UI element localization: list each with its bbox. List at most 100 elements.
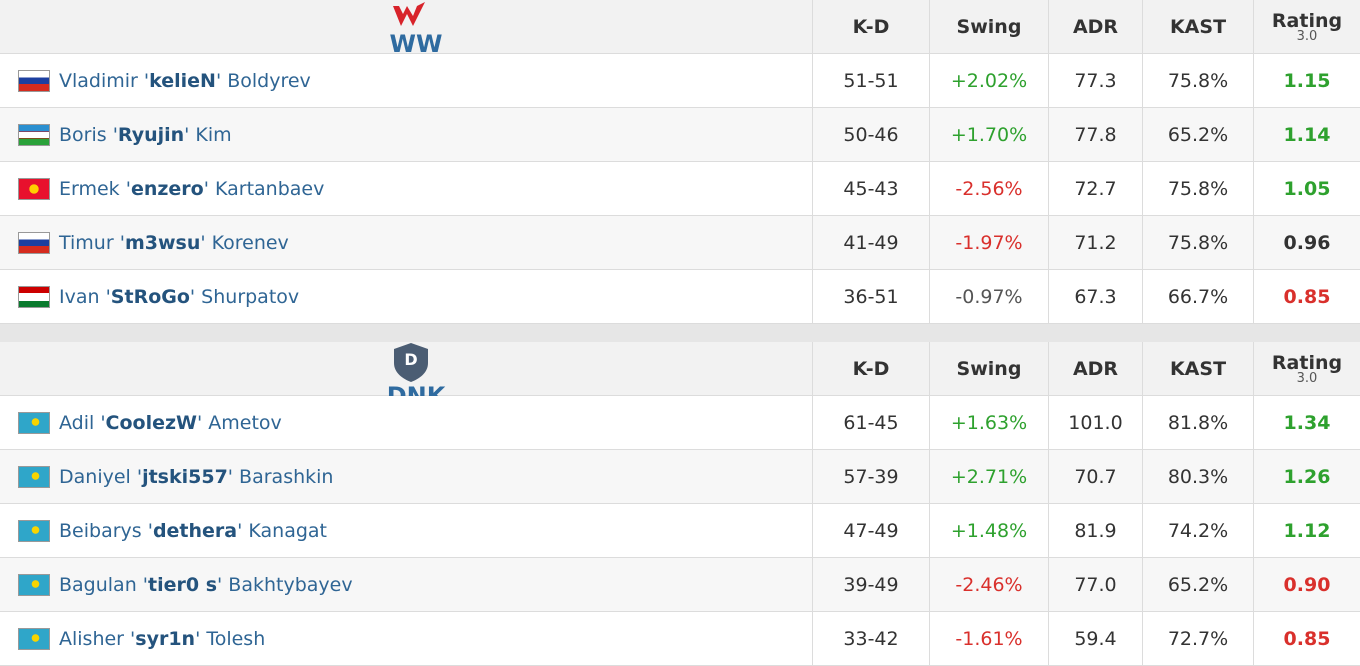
kast: 72.7%: [1167, 627, 1229, 650]
flag: [18, 519, 50, 542]
kd: 47-49: [843, 519, 899, 542]
rating-cell: 1.26: [1253, 450, 1360, 503]
column-title: Swing: [956, 357, 1022, 380]
player-nick: jtski557: [142, 465, 228, 488]
swing-cell: +2.02%: [929, 54, 1048, 107]
kast: 65.2%: [1167, 573, 1229, 596]
logo-part: [393, 2, 425, 26]
name-first: Boris ': [59, 123, 118, 146]
kast-cell: 75.8%: [1142, 54, 1253, 107]
column-title: Swing: [956, 15, 1022, 38]
swing: -2.56%: [955, 177, 1023, 200]
kd-cell: 39-49: [812, 558, 929, 611]
player-cell: Beibarys 'dethera' Kanagat: [0, 504, 812, 557]
column-title: K-D: [852, 15, 890, 38]
name-first: Ermek ': [59, 177, 131, 200]
kast: 65.2%: [1167, 123, 1229, 146]
player-row: Vladimir 'kelieN' Boldyrev 51-51 +2.02% 77.…: [0, 54, 1360, 108]
kast: 80.3%: [1167, 465, 1229, 488]
kd: 61-45: [843, 411, 899, 434]
rating-cell: 0.90: [1253, 558, 1360, 611]
adr: 77.0: [1074, 573, 1117, 596]
column-title: Rating: [1271, 351, 1343, 374]
flag: [18, 411, 50, 434]
team-header: WW K-D Swing ADR KAST Rating 3.0: [0, 0, 1360, 58]
player-name: Ermek 'enzero' Kartanbaev: [59, 178, 324, 200]
swing-cell: -0.97%: [929, 270, 1048, 323]
rating: 1.12: [1283, 519, 1331, 542]
player-cell: Alisher 'syr1n' Tolesh: [0, 612, 812, 665]
flag: [18, 573, 50, 596]
kast-cell: 66.7%: [1142, 270, 1253, 323]
rating: 1.26: [1283, 465, 1331, 488]
flag: [18, 177, 50, 200]
adr-cell: 59.4: [1048, 612, 1142, 665]
adr: 71.2: [1074, 231, 1117, 254]
name-last: ' Korenev: [200, 231, 289, 254]
kast: 74.2%: [1167, 519, 1229, 542]
name-first: Beibarys ': [59, 519, 153, 542]
adr-cell: 101.0: [1048, 396, 1142, 449]
player-row: Timur 'm3wsu' Korenev 41-49 -1.97% 71.2 75.8…: [0, 216, 1360, 270]
kast: 66.7%: [1167, 285, 1229, 308]
rating: 1.05: [1283, 177, 1331, 200]
swing: -2.46%: [955, 573, 1023, 596]
column-header: ADR: [1048, 0, 1142, 53]
adr: 59.4: [1074, 627, 1117, 650]
name-last: ' Kim: [184, 123, 232, 146]
name-last: ' Kartanbaev: [203, 177, 325, 200]
kd: 57-39: [843, 465, 899, 488]
name-last: ' Kanagat: [237, 519, 327, 542]
adr: 81.9: [1074, 519, 1117, 542]
kast-cell: 74.2%: [1142, 504, 1253, 557]
player-row: Adil 'CoolezW' Ametov 61-45 +1.63% 101.0 81.…: [0, 396, 1360, 450]
name-first: Adil ': [59, 411, 106, 434]
name-last: ' Ametov: [197, 411, 282, 434]
player-cell: Vladimir 'kelieN' Boldyrev: [0, 54, 812, 107]
kd-cell: 57-39: [812, 450, 929, 503]
player-nick: StRoGo: [110, 285, 190, 308]
flag: [18, 627, 50, 650]
rating-cell: 1.15: [1253, 54, 1360, 107]
rating-cell: 0.85: [1253, 612, 1360, 665]
player-row: Beibarys 'dethera' Kanagat 47-49 +1.48% 81.…: [0, 504, 1360, 558]
swing: -1.61%: [955, 627, 1023, 650]
swing-cell: +1.48%: [929, 504, 1048, 557]
kd: 51-51: [843, 69, 899, 92]
adr-cell: 77.8: [1048, 108, 1142, 161]
team-name: WW: [389, 30, 443, 58]
player-name: Alisher 'syr1n' Tolesh: [59, 628, 265, 650]
flag: [18, 231, 50, 254]
player-row: Boris 'Ryujin' Kim 50-46 +1.70% 77.8 65.2% 1.…: [0, 108, 1360, 162]
rating: 1.15: [1283, 69, 1331, 92]
kd-cell: 51-51: [812, 54, 929, 107]
kd-cell: 61-45: [812, 396, 929, 449]
adr-cell: 71.2: [1048, 216, 1142, 269]
player-nick: m3wsu: [124, 231, 201, 254]
player-name: Bagulan 'tier0 s' Bakhtybayev: [59, 574, 353, 596]
name-last: ' Bakhtybayev: [217, 573, 353, 596]
player-row: Ivan 'StRoGo' Shurpatov 36-51 -0.97% 67.3 66…: [0, 270, 1360, 324]
swing: +1.48%: [950, 519, 1028, 542]
kast-cell: 80.3%: [1142, 450, 1253, 503]
rating: 0.96: [1283, 231, 1331, 254]
swing-cell: -1.97%: [929, 216, 1048, 269]
name-first: Timur ': [59, 231, 125, 254]
rating-version: 3.0: [1296, 370, 1318, 386]
player-nick: tier0 s: [148, 573, 218, 596]
kast: 75.8%: [1167, 177, 1229, 200]
column-header: Rating 3.0: [1253, 342, 1360, 395]
rating: 1.14: [1283, 123, 1331, 146]
kd-cell: 47-49: [812, 504, 929, 557]
player-nick: dethera: [152, 519, 238, 542]
kd: 33-42: [843, 627, 899, 650]
rating-cell: 1.14: [1253, 108, 1360, 161]
column-header: Swing: [929, 342, 1048, 395]
name-first: Alisher ': [59, 627, 136, 650]
adr: 101.0: [1068, 411, 1123, 434]
flag: [18, 69, 50, 92]
adr: 77.3: [1074, 69, 1117, 92]
swing: +2.02%: [950, 69, 1028, 92]
kast-cell: 75.8%: [1142, 162, 1253, 215]
